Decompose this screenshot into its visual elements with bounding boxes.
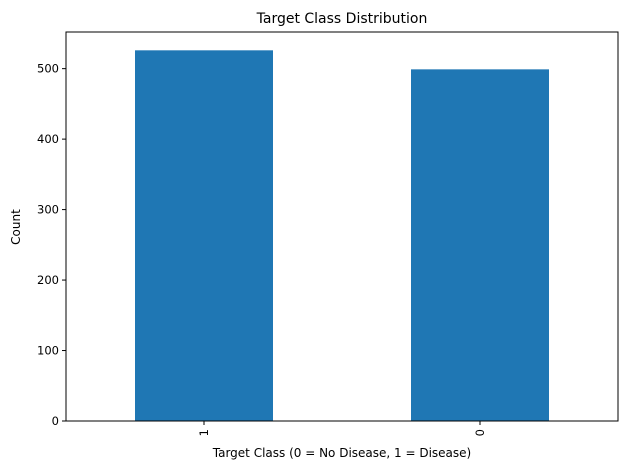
y-tick-label: 0 xyxy=(52,414,59,428)
x-tick-label: 0 xyxy=(473,429,487,436)
x-tick-label: 1 xyxy=(197,429,211,436)
y-tick-label: 300 xyxy=(37,203,59,217)
bar-0 xyxy=(411,69,549,421)
y-tick-label: 100 xyxy=(37,344,59,358)
y-tick-label: 200 xyxy=(37,273,59,287)
x-axis-label: Target Class (0 = No Disease, 1 = Diseas… xyxy=(212,446,471,460)
bar-1 xyxy=(135,50,273,421)
chart-title: Target Class Distribution xyxy=(256,11,428,27)
y-tick-label: 500 xyxy=(37,62,59,76)
y-axis-label: Count xyxy=(9,209,23,245)
axes-frame xyxy=(65,31,619,422)
y-tick-label: 400 xyxy=(37,132,59,146)
